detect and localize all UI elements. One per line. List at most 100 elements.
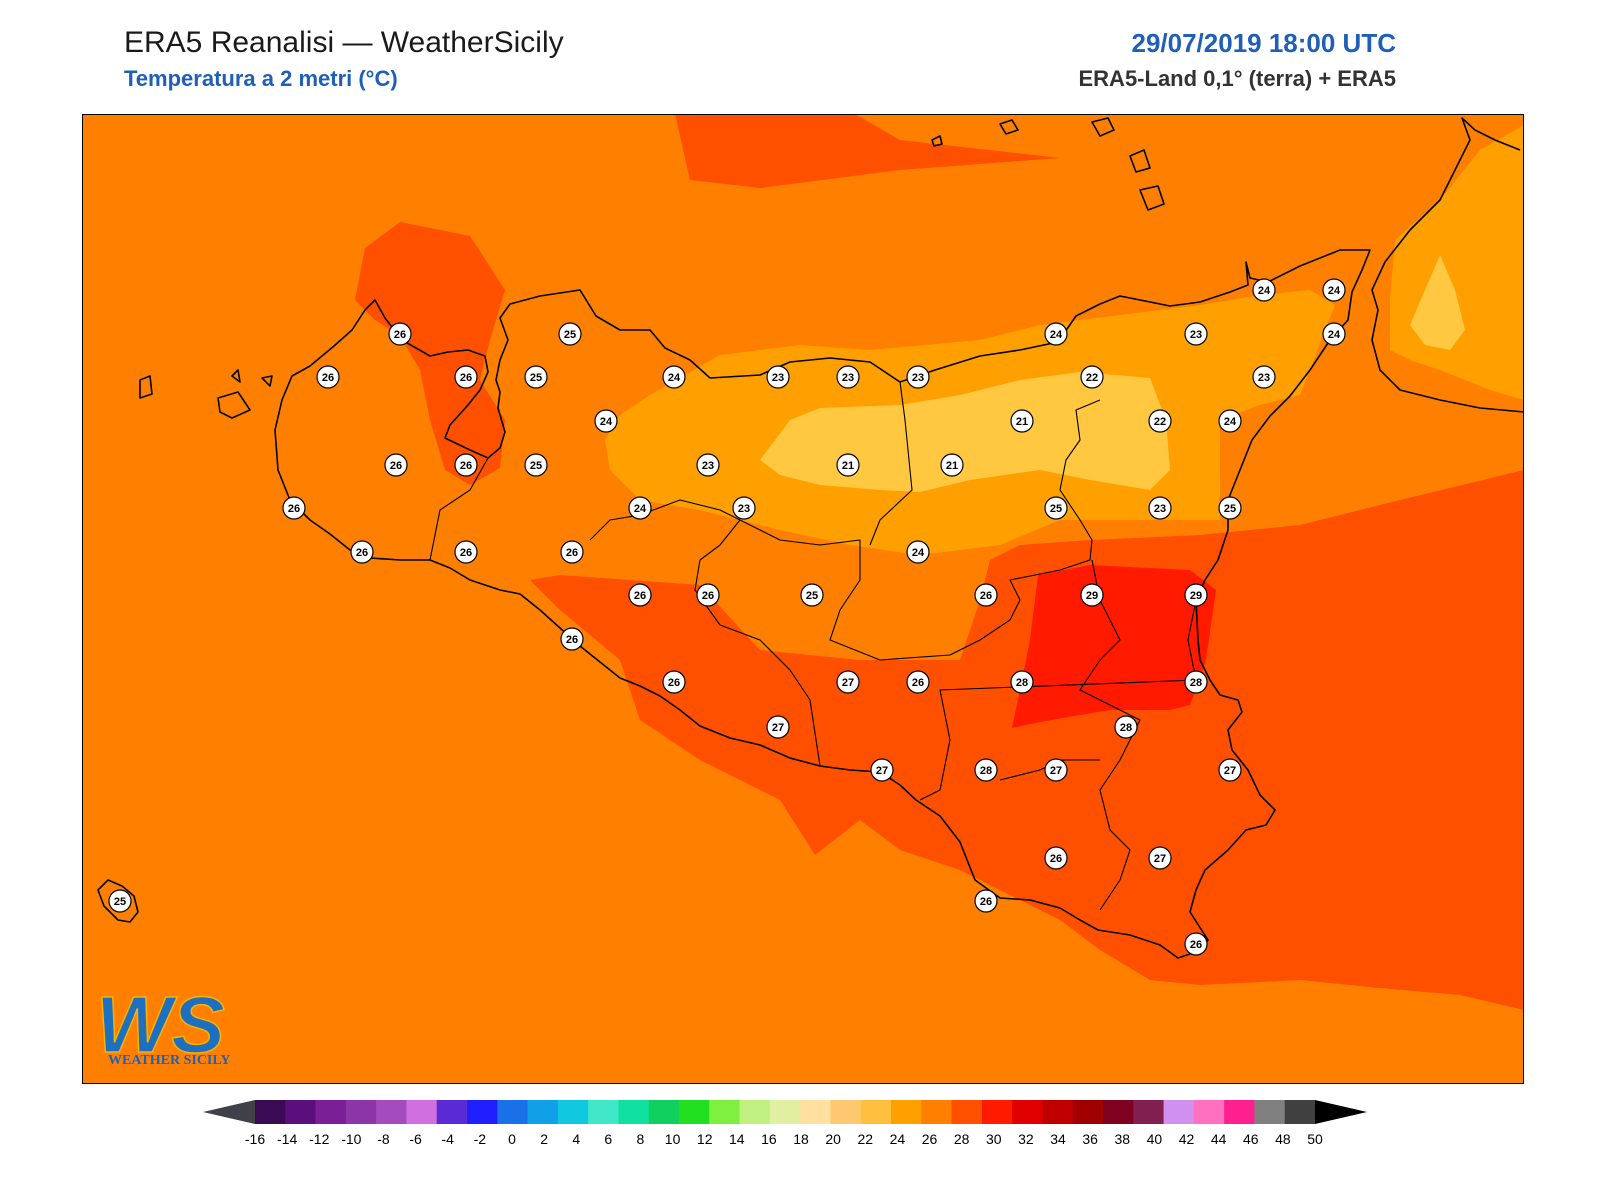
- station-dot: [1080, 365, 1104, 389]
- station-marker: 23: [1184, 322, 1208, 346]
- station-dot: [108, 889, 132, 913]
- colorbar-tick-label: 32: [1018, 1131, 1034, 1147]
- colorbar-tick-label: 16: [761, 1131, 777, 1147]
- station-value: 26: [322, 372, 334, 384]
- station-value: 26: [288, 503, 300, 515]
- station-value: 26: [460, 547, 472, 559]
- colorbar-tick-label: 34: [1050, 1131, 1066, 1147]
- field-26-28-tyrrhenian: [675, 114, 1060, 188]
- station-marker: 25: [558, 322, 582, 346]
- station-dot: [906, 365, 930, 389]
- station-value: 21: [1016, 416, 1028, 428]
- colorbar-tick-label: 44: [1211, 1131, 1227, 1147]
- station-dot: [388, 322, 412, 346]
- colorbar-swatch: [527, 1100, 559, 1124]
- station-marker: 23: [836, 365, 860, 389]
- station-value: 23: [1154, 503, 1166, 515]
- station-value: 26: [668, 677, 680, 689]
- colorbar-tick-label: 20: [825, 1131, 841, 1147]
- station-marker: 28: [974, 758, 998, 782]
- station-value: 25: [564, 329, 576, 341]
- station-value: 21: [842, 460, 854, 472]
- station-dot: [1044, 846, 1068, 870]
- station-value: 27: [772, 722, 784, 734]
- station-marker: 29: [1184, 583, 1208, 607]
- station-dot: [870, 758, 894, 782]
- station-dot: [1252, 278, 1276, 302]
- station-value: 25: [1050, 503, 1062, 515]
- colorbar-over-arrow: [1315, 1100, 1367, 1124]
- station-dot: [558, 322, 582, 346]
- station-dot: [696, 583, 720, 607]
- colorbar-tick-label: 40: [1147, 1131, 1163, 1147]
- station-value: 28: [1016, 677, 1028, 689]
- station-marker: 25: [800, 583, 824, 607]
- station-value: 26: [980, 590, 992, 602]
- station-dot: [836, 365, 860, 389]
- colorbar-swatch: [921, 1100, 953, 1124]
- station-dot: [662, 365, 686, 389]
- temperature-map: 26 25 26 26 25 24 23 23 23 24 23 24 24 24 22 23 24 21 22 24…: [82, 114, 1524, 1084]
- station-value: 26: [460, 372, 472, 384]
- weathersicily-logo: WS WEATHER SICILY: [95, 979, 230, 1070]
- station-value: 24: [600, 416, 613, 428]
- station-marker: 25: [524, 453, 548, 477]
- station-marker: 26: [560, 540, 584, 564]
- colorbar-tick-label: 46: [1243, 1131, 1259, 1147]
- station-markers: 26 25 26 26 25 24 23 23 23 24 23 24 24 24 22 23 24 21 22 24…: [108, 278, 1346, 956]
- station-value: 26: [702, 590, 714, 602]
- station-dot: [836, 453, 860, 477]
- station-dot: [594, 409, 618, 433]
- station-dot: [1184, 322, 1208, 346]
- colorbar-tick-label: -2: [474, 1131, 487, 1147]
- colorbar-swatch: [860, 1100, 892, 1124]
- station-dot: [524, 453, 548, 477]
- station-dot: [1184, 583, 1208, 607]
- station-marker: 24: [1252, 278, 1276, 302]
- colorbar-swatch: [588, 1100, 619, 1124]
- map-subtitle: Temperatura a 2 metri (°C): [124, 66, 398, 91]
- colorbar-tick-label: 48: [1275, 1131, 1291, 1147]
- station-dot: [766, 715, 790, 739]
- colorbar-tick-label: -10: [341, 1131, 361, 1147]
- station-dot: [1010, 670, 1034, 694]
- station-dot: [1184, 670, 1208, 694]
- station-value: 26: [394, 329, 406, 341]
- station-marker: 24: [1322, 278, 1346, 302]
- colorbar-swatch: [739, 1100, 771, 1124]
- station-marker: 24: [628, 496, 652, 520]
- colorbar-swatch: [255, 1100, 286, 1124]
- station-marker: 23: [766, 365, 790, 389]
- colorbar-swatch: [557, 1100, 589, 1124]
- station-value: 28: [980, 765, 992, 777]
- station-dot: [906, 540, 930, 564]
- colorbar-swatch: [1254, 1100, 1286, 1124]
- colorbar-swatch: [1284, 1100, 1316, 1124]
- station-value: 23: [772, 372, 784, 384]
- station-marker: 27: [870, 758, 894, 782]
- station-marker: 23: [1148, 496, 1172, 520]
- station-value: 27: [1050, 765, 1062, 777]
- station-dot: [1322, 278, 1346, 302]
- station-dot: [974, 583, 998, 607]
- station-dot: [1044, 322, 1068, 346]
- colorbar-tick-label: 42: [1179, 1131, 1195, 1147]
- station-dot: [350, 540, 374, 564]
- station-marker: 24: [594, 409, 618, 433]
- colorbar-swatch: [406, 1100, 438, 1124]
- station-dot: [1184, 932, 1208, 956]
- station-dot: [316, 365, 340, 389]
- station-dot: [1080, 583, 1104, 607]
- station-value: 25: [1224, 503, 1236, 515]
- station-value: 28: [1190, 677, 1202, 689]
- station-marker: 21: [940, 453, 964, 477]
- colorbar-tick-label: 2: [540, 1131, 548, 1147]
- station-dot: [836, 670, 860, 694]
- station-value: 26: [566, 547, 578, 559]
- colorbar-swatch: [315, 1100, 347, 1124]
- station-value: 23: [702, 460, 714, 472]
- colorbar-swatch: [769, 1100, 801, 1124]
- station-marker: 24: [662, 365, 686, 389]
- station-dot: [732, 496, 756, 520]
- station-value: 22: [1086, 372, 1098, 384]
